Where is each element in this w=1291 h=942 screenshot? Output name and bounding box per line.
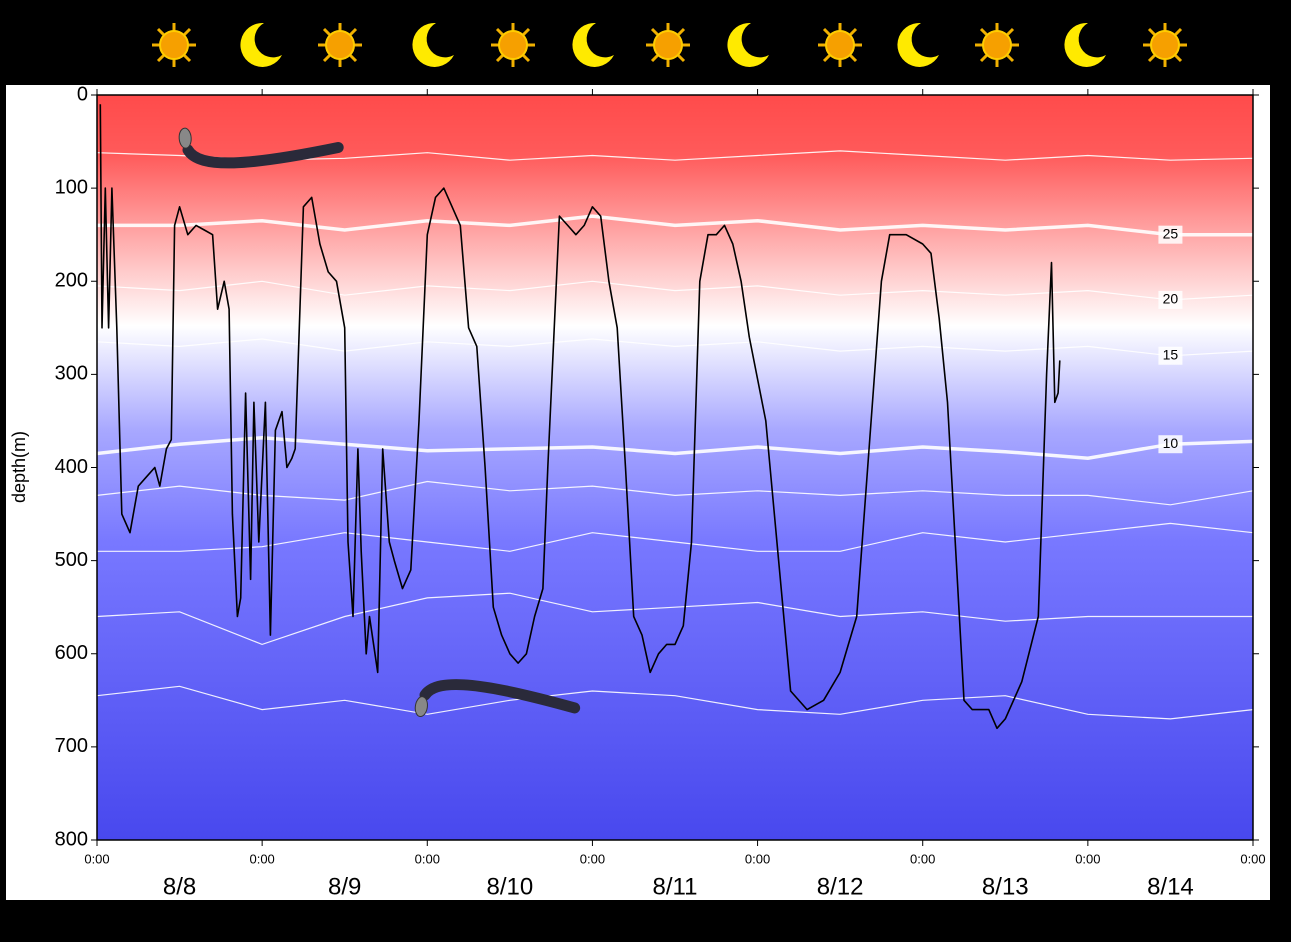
isotherm-label: 20 bbox=[1163, 291, 1179, 307]
y-axis-label: depth(m) bbox=[9, 431, 29, 503]
y-tick-label: 200 bbox=[55, 270, 88, 292]
y-tick-label: 800 bbox=[55, 828, 88, 850]
isotherm-label: 10 bbox=[1163, 435, 1179, 451]
day-label: 8/13 bbox=[982, 873, 1029, 900]
isotherm-label: 25 bbox=[1163, 225, 1179, 241]
y-tick-label: 0 bbox=[77, 83, 88, 105]
day-label: 8/11 bbox=[653, 873, 698, 900]
isotherm-label: 15 bbox=[1163, 346, 1179, 362]
chart: 25 20 15 10 depth(m) 0 100 200 300 400 500 600 700… bbox=[0, 0, 1291, 942]
x-tick-label: 0:00 bbox=[415, 851, 440, 866]
page: {"chart_data": {"type": "line", "y_label… bbox=[0, 0, 1291, 942]
y-tick-label: 700 bbox=[55, 735, 88, 757]
y-tick-label: 500 bbox=[55, 549, 88, 571]
x-tick-label: 0:00 bbox=[249, 851, 274, 866]
x-tick-label: 0:00 bbox=[580, 851, 605, 866]
day-label: 8/9 bbox=[328, 873, 361, 900]
day-label: 8/12 bbox=[817, 873, 864, 900]
temperature-field bbox=[97, 95, 1253, 840]
y-tick-label: 300 bbox=[55, 363, 88, 385]
x-tick-label: 0:00 bbox=[1240, 851, 1265, 866]
y-tick-label: 400 bbox=[55, 456, 88, 478]
day-label: 8/14 bbox=[1147, 873, 1194, 900]
day-label: 8/10 bbox=[486, 873, 533, 900]
day-label: 8/8 bbox=[163, 873, 196, 900]
y-tick-label: 600 bbox=[55, 642, 88, 664]
y-tick-label: 100 bbox=[55, 176, 88, 198]
x-tick-label: 0:00 bbox=[84, 851, 109, 866]
x-tick-label: 0:00 bbox=[910, 851, 935, 866]
x-tick-label: 0:00 bbox=[1075, 851, 1100, 866]
x-tick-label: 0:00 bbox=[745, 851, 770, 866]
